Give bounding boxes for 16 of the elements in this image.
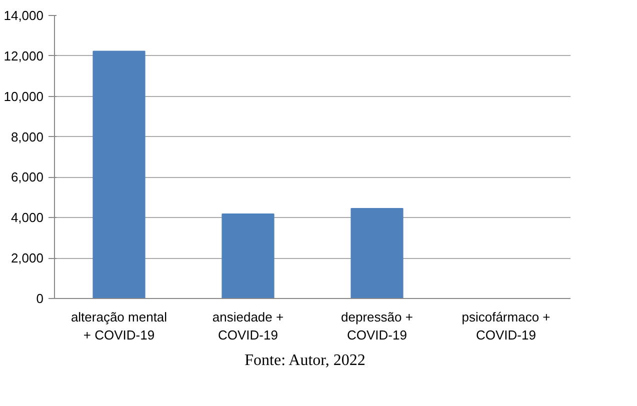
x-tick-label: psicofármaco + COVID-19 [462, 310, 550, 342]
bar [222, 214, 274, 298]
y-tick-label: 8,000 [10, 129, 44, 144]
bar [92, 50, 146, 298]
x-tick-label: ansiedade + COVID-19 [212, 310, 284, 342]
source-note: Fonte: Autor, 2022 [244, 351, 366, 371]
y-tick-label: 10,000 [4, 88, 44, 104]
y-tick-label: 4,000 [10, 210, 44, 226]
x-tick-label: alteração mental + COVID-19 [70, 310, 168, 342]
y-tick-label: 0 [36, 291, 44, 306]
y-tick-label: 2,000 [10, 250, 44, 266]
x-tick-label: depressão + COVID-19 [341, 310, 413, 342]
bar [350, 208, 404, 298]
y-tick-label: 14,000 [4, 8, 44, 23]
y-tick-label: 6,000 [10, 170, 44, 185]
y-tick-label: 12,000 [4, 48, 44, 64]
